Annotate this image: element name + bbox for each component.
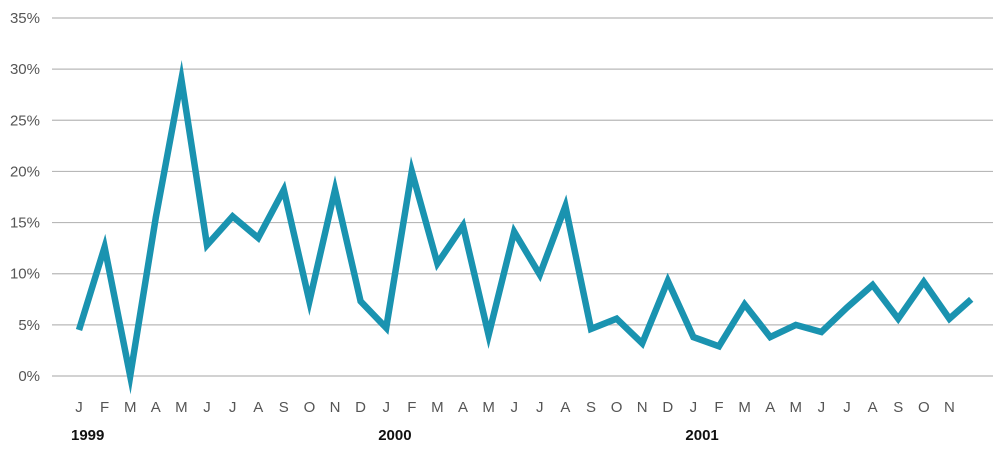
data-point [872, 284, 873, 285]
data-point [411, 171, 412, 172]
x-tick-label: S [893, 399, 903, 416]
y-tick-label: 25% [10, 112, 40, 129]
data-point [693, 337, 694, 338]
x-tick-label: A [868, 399, 878, 416]
x-tick-label: N [330, 399, 341, 416]
x-tick-label: F [100, 399, 109, 416]
x-tick-label: M [738, 399, 751, 416]
data-point [283, 189, 284, 190]
x-tick-label: A [151, 399, 161, 416]
data-point [898, 318, 899, 319]
data-point [155, 217, 156, 218]
x-tick-label: O [304, 399, 316, 416]
data-point [616, 318, 617, 319]
data-point [923, 281, 924, 282]
x-tick-label: A [458, 399, 468, 416]
x-tick-label: M [431, 399, 444, 416]
x-tick-label: M [790, 399, 803, 416]
y-tick-label: 10% [10, 266, 40, 283]
data-point [335, 189, 336, 190]
data-point [104, 247, 105, 248]
data-point [309, 301, 310, 302]
year-label: 2000 [378, 427, 411, 444]
data-point [207, 245, 208, 246]
data-point [360, 301, 361, 302]
data-point [514, 231, 515, 232]
data-point [591, 328, 592, 329]
x-tick-label: D [355, 399, 366, 416]
data-point [232, 216, 233, 217]
x-tick-label: O [611, 399, 623, 416]
gridlines [52, 17, 993, 377]
x-tick-label: J [690, 399, 698, 416]
y-tick-label: 35% [10, 10, 40, 27]
x-tick-label: N [637, 399, 648, 416]
data-point [539, 274, 540, 275]
data-point [437, 263, 438, 264]
x-tick-label: M [175, 399, 188, 416]
data-point [386, 327, 387, 328]
x-tick-label: J [382, 399, 390, 416]
data-point [488, 335, 489, 336]
y-axis-ticks: 0% 5% 10% 15% 20% 25% 30% 35% [10, 10, 40, 385]
y-tick-label: 15% [10, 215, 40, 232]
x-tick-label: J [203, 399, 211, 416]
data-point [770, 337, 771, 338]
y-tick-label: 5% [18, 317, 40, 334]
x-tick-label: J [510, 399, 518, 416]
x-tick-label: A [560, 399, 570, 416]
data-point [565, 206, 566, 207]
x-tick-label: O [918, 399, 930, 416]
data-point [795, 324, 796, 325]
year-label: 2001 [685, 427, 718, 444]
x-tick-label: J [818, 399, 826, 416]
data-point [642, 343, 643, 344]
x-tick-label: S [279, 399, 289, 416]
x-tick-label: J [843, 399, 851, 416]
x-tick-label: M [482, 399, 495, 416]
x-tick-label: J [229, 399, 237, 416]
x-tick-label: F [714, 399, 723, 416]
x-tick-label: J [75, 399, 83, 416]
x-tick-label: A [765, 399, 775, 416]
x-tick-label: M [124, 399, 137, 416]
y-tick-label: 20% [10, 163, 40, 180]
data-point [667, 280, 668, 281]
data-point [181, 79, 182, 80]
x-tick-label: F [407, 399, 416, 416]
data-point [79, 329, 80, 330]
data-point [847, 307, 848, 308]
year-label: 1999 [71, 427, 104, 444]
series-line [75, 59, 974, 395]
x-tick-label: D [662, 399, 673, 416]
data-point [258, 237, 259, 238]
y-tick-label: 0% [18, 368, 40, 385]
data-point [463, 225, 464, 226]
data-point [821, 332, 822, 333]
x-tick-label: S [586, 399, 596, 416]
x-tick-label: A [253, 399, 263, 416]
series-layer [75, 59, 974, 395]
y-tick-label: 30% [10, 61, 40, 78]
data-point [719, 346, 720, 347]
year-labels: 1999 2000 2001 [71, 427, 719, 444]
x-tick-label: N [944, 399, 955, 416]
data-point [744, 304, 745, 305]
x-tick-label: J [536, 399, 544, 416]
data-point [130, 376, 131, 377]
data-point [949, 318, 950, 319]
